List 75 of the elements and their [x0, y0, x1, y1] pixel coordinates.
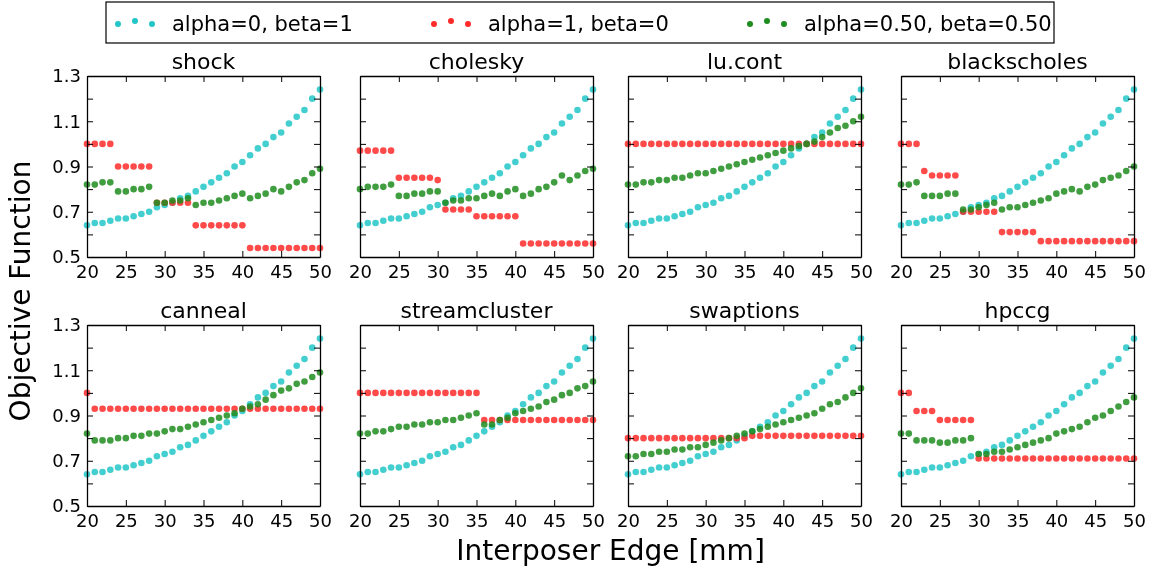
- x-tick-label: 40: [1045, 261, 1069, 283]
- chart-title: streamcluster: [400, 298, 554, 323]
- x-tick-label: 40: [231, 261, 255, 283]
- x-tick-label: 50: [850, 261, 873, 283]
- y-tick-label: 1.3: [52, 65, 81, 87]
- x-tick-label: 25: [928, 510, 952, 532]
- x-tick-label: 20: [617, 261, 640, 283]
- x-tick-label: 35: [192, 261, 216, 283]
- x-tick-label: 20: [349, 510, 372, 532]
- chart-title: canneal: [160, 298, 247, 323]
- legend-label: alpha=0, beta=1: [172, 12, 353, 36]
- x-tick-label: 45: [1084, 261, 1108, 283]
- x-tick-label: 35: [465, 261, 489, 283]
- y-tick-label: 0.7: [52, 201, 81, 223]
- y-tick-label: 0.7: [52, 450, 81, 472]
- x-tick-label: 40: [772, 261, 796, 283]
- x-tick-label: 45: [270, 510, 294, 532]
- x-tick-label: 20: [617, 510, 640, 532]
- chart-title: lu.cont: [706, 49, 783, 74]
- x-tick-label: 35: [465, 510, 489, 532]
- x-tick-label: 50: [582, 261, 605, 283]
- x-tick-label: 40: [772, 510, 796, 532]
- x-tick-label: 50: [582, 510, 605, 532]
- x-tick-label: 45: [270, 261, 294, 283]
- chart-title: blackscholes: [947, 49, 1088, 74]
- chart-title: swaptions: [689, 298, 800, 323]
- x-tick-label: 50: [309, 510, 332, 532]
- x-tick-label: 20: [890, 261, 913, 283]
- x-tick-label: 30: [694, 261, 718, 283]
- x-tick-label: 40: [231, 510, 255, 532]
- x-tick-label: 45: [543, 510, 567, 532]
- x-tick-label: 30: [967, 261, 991, 283]
- x-tick-label: 50: [309, 261, 332, 283]
- x-tick-label: 30: [694, 510, 718, 532]
- chart-title: hpccg: [984, 298, 1051, 323]
- x-tick-label: 35: [1006, 261, 1030, 283]
- y-tick-label: 1.3: [52, 314, 81, 336]
- y-axis-title: Objective Function: [4, 160, 37, 422]
- x-tick-label: 25: [114, 510, 138, 532]
- x-tick-label: 20: [890, 510, 913, 532]
- chart-title: shock: [171, 49, 236, 74]
- x-tick-label: 25: [387, 261, 411, 283]
- x-tick-label: 45: [543, 261, 567, 283]
- y-tick-label: 1.1: [52, 110, 81, 132]
- x-tick-label: 40: [504, 261, 528, 283]
- x-tick-label: 45: [811, 261, 835, 283]
- x-tick-label: 25: [655, 261, 679, 283]
- x-tick-label: 30: [153, 261, 177, 283]
- x-tick-label: 25: [387, 510, 411, 532]
- y-tick-label: 0.9: [52, 404, 81, 426]
- x-tick-label: 20: [349, 261, 372, 283]
- x-tick-label: 35: [1006, 510, 1030, 532]
- x-tick-label: 50: [1123, 510, 1146, 532]
- y-tick-label: 1.1: [52, 359, 81, 381]
- x-tick-label: 25: [114, 261, 138, 283]
- chart-title: cholesky: [428, 49, 525, 74]
- x-tick-label: 40: [1045, 510, 1069, 532]
- x-tick-label: 35: [192, 510, 216, 532]
- legend-label: alpha=1, beta=0: [488, 12, 669, 36]
- y-tick-label: 0.9: [52, 155, 81, 177]
- legend-label: alpha=0.50, beta=0.50: [804, 12, 1052, 36]
- x-tick-label: 30: [153, 510, 177, 532]
- x-tick-label: 45: [811, 510, 835, 532]
- x-tick-label: 35: [733, 510, 757, 532]
- x-tick-label: 30: [426, 261, 450, 283]
- x-tick-label: 40: [504, 510, 528, 532]
- x-tick-label: 30: [967, 510, 991, 532]
- x-tick-label: 45: [1084, 510, 1108, 532]
- x-tick-label: 25: [928, 261, 952, 283]
- x-tick-label: 35: [733, 261, 757, 283]
- x-tick-label: 50: [850, 510, 873, 532]
- x-tick-label: 30: [426, 510, 450, 532]
- x-axis-title: Interposer Edge [mm]: [456, 534, 765, 567]
- x-tick-label: 25: [655, 510, 679, 532]
- x-tick-label: 50: [1123, 261, 1146, 283]
